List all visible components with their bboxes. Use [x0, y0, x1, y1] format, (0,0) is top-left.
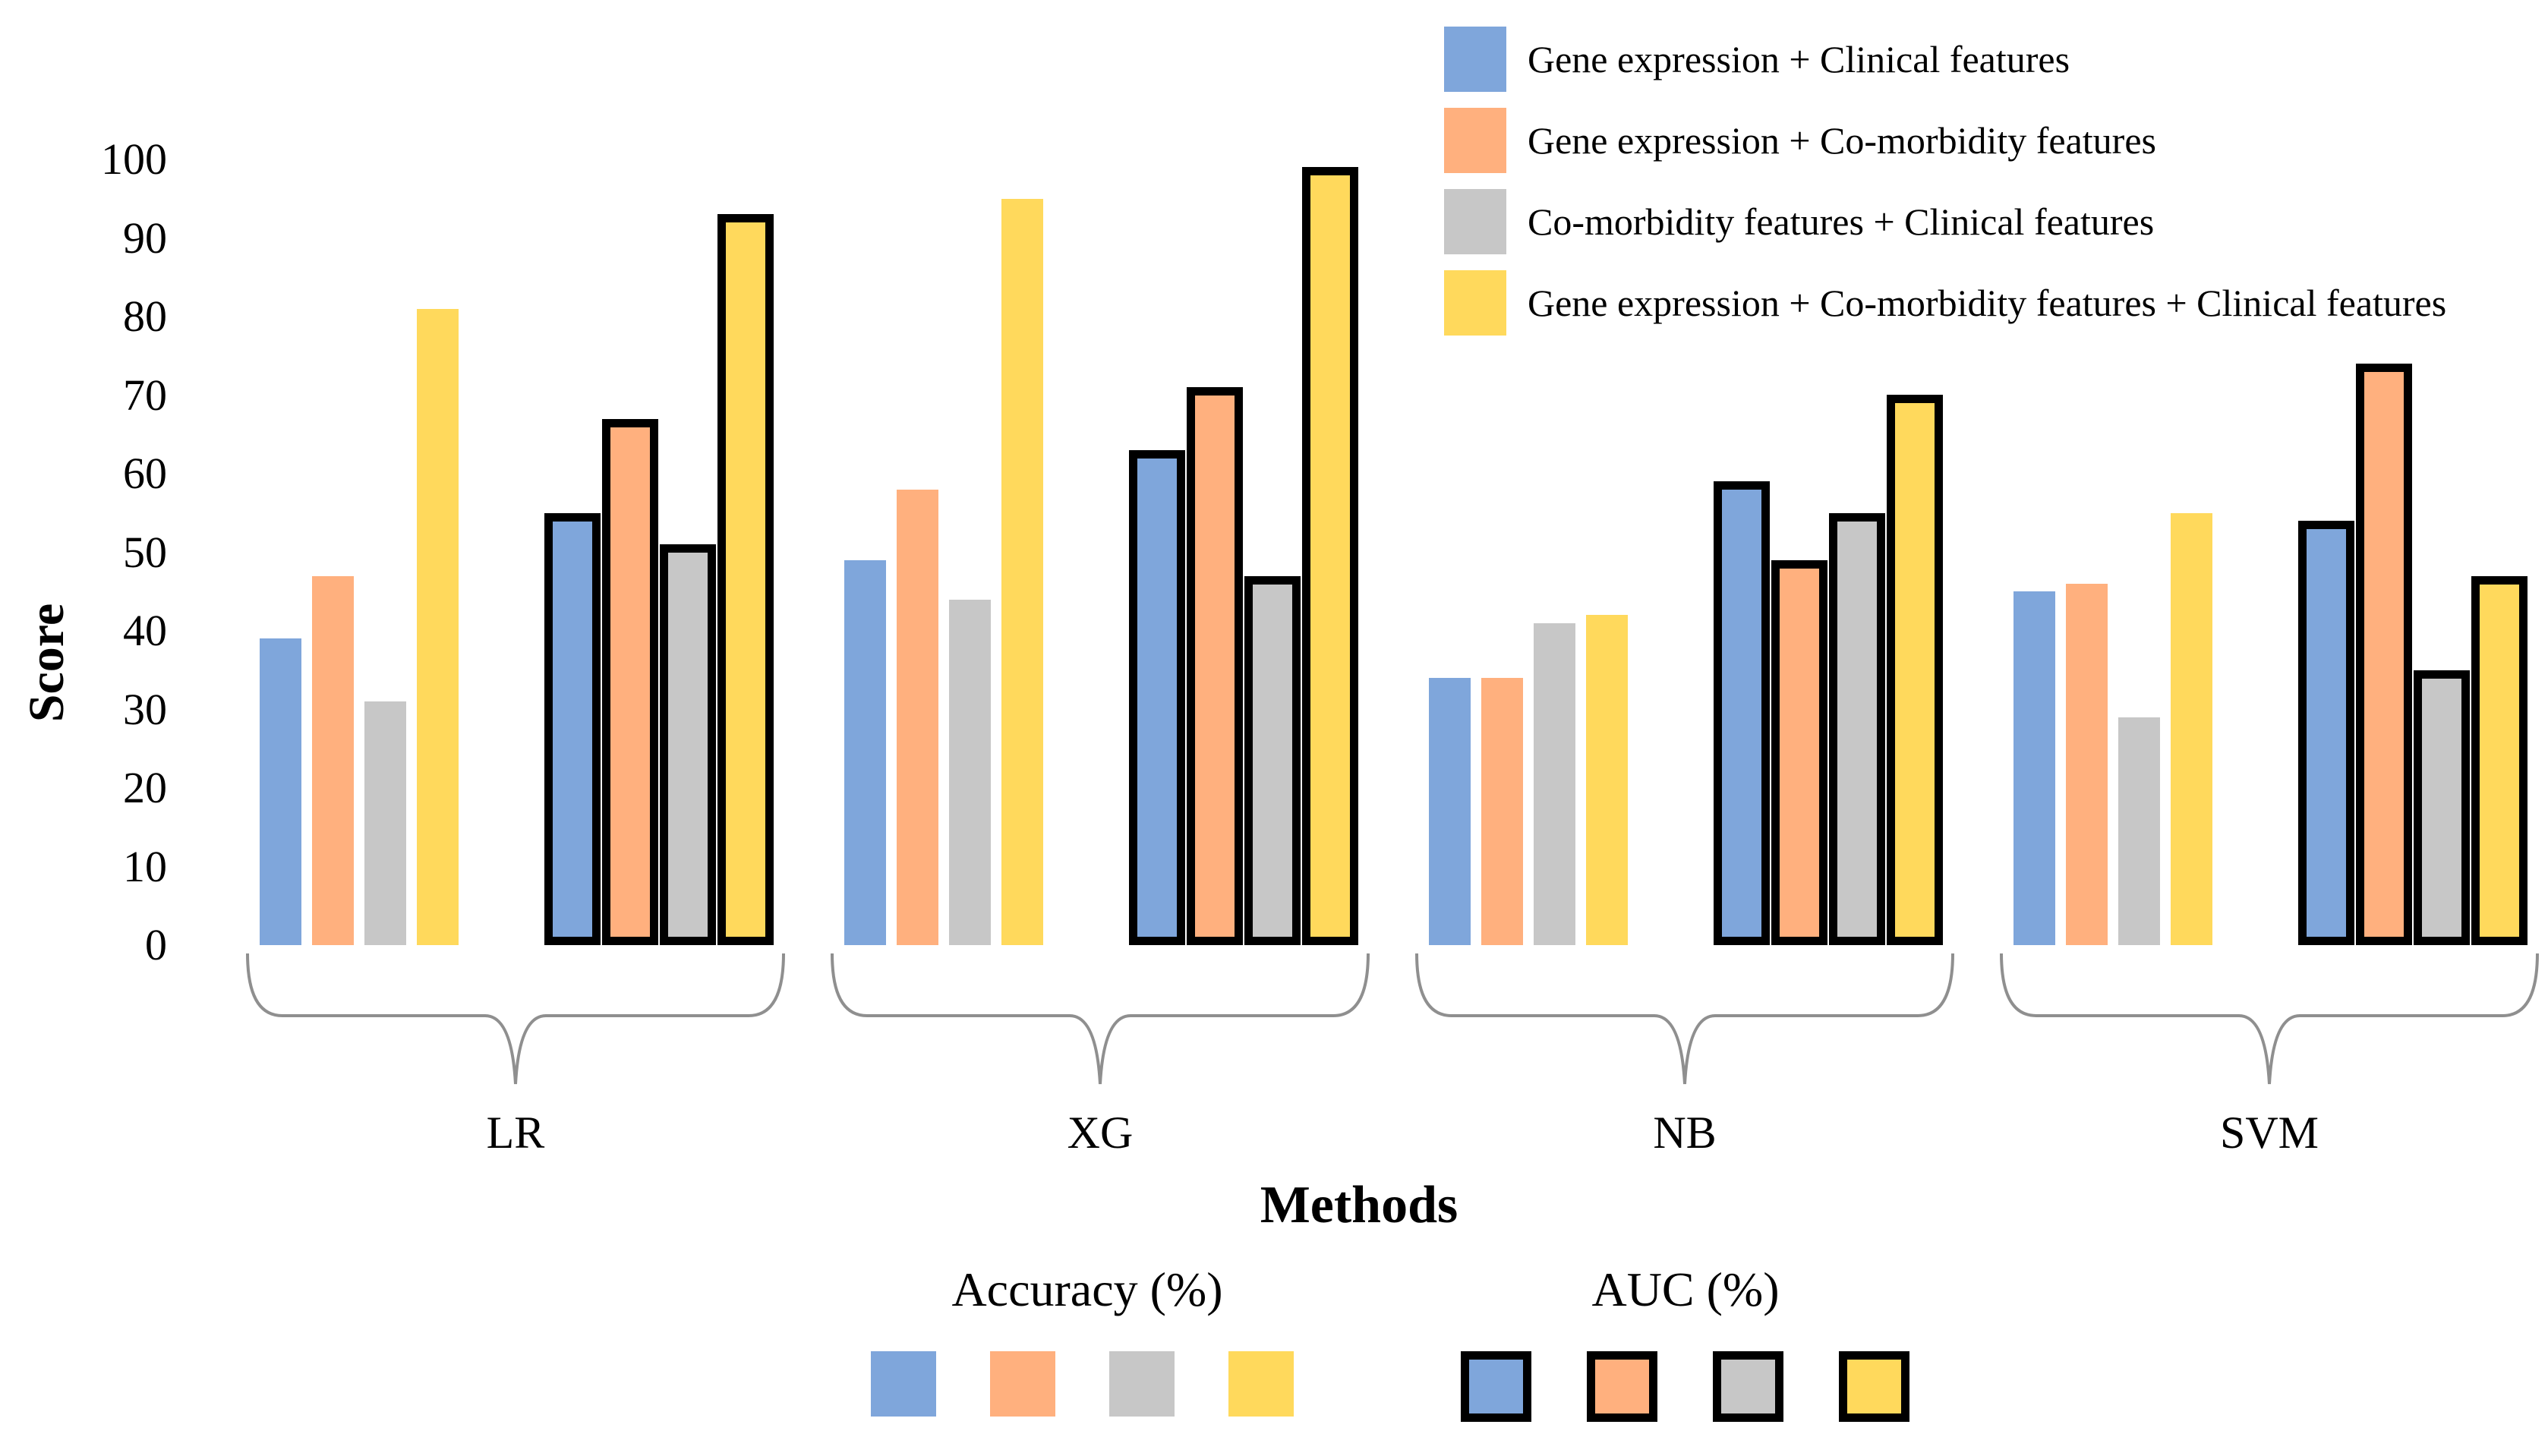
accuracy-bar-lr [417, 309, 459, 945]
auc-swatch [1839, 1351, 1909, 1422]
accuracy-swatch [1109, 1351, 1175, 1417]
auc-swatch [1461, 1351, 1531, 1422]
y-tick-label: 80 [123, 292, 167, 341]
auc-swatch [1587, 1351, 1657, 1422]
auc-bar-svm [2298, 521, 2354, 945]
y-axis-title: Score [19, 603, 74, 723]
category-label-xg: XG [1067, 1108, 1134, 1158]
legend-label: Gene expression + Co-morbidity features [1528, 119, 2156, 162]
auc-bar-xg [1187, 387, 1243, 945]
y-tick-label: 70 [123, 370, 167, 420]
y-tick-label: 20 [123, 763, 167, 812]
y-tick-label: 0 [145, 920, 167, 969]
accuracy-swatch [990, 1351, 1055, 1417]
auc-bar-lr [544, 513, 601, 945]
accuracy-bar-xg [844, 560, 886, 945]
y-tick-label: 40 [123, 606, 167, 655]
accuracy-bar-xg [897, 490, 938, 945]
auc-bar-nb [1771, 560, 1827, 945]
brace-nb [1415, 953, 1954, 1085]
auc-bar-lr [717, 214, 774, 945]
y-tick-label: 50 [123, 527, 167, 577]
brace-xg [831, 953, 1370, 1085]
accuracy-bar-nb [1481, 678, 1523, 945]
auc-bar-xg [1244, 576, 1301, 945]
auc-bar-lr [660, 544, 716, 945]
auc-legend-title: AUC (%) [1591, 1262, 1780, 1316]
legend-item: Co-morbidity features + Clinical feature… [1444, 189, 2154, 254]
category-label-lr: LR [486, 1108, 545, 1158]
legend-item: Gene expression + Co-morbidity features … [1444, 270, 2446, 336]
accuracy-bar-lr [364, 701, 406, 945]
auc-bar-svm [2471, 576, 2528, 945]
y-tick-label: 90 [123, 213, 167, 263]
accuracy-bar-svm [2118, 717, 2160, 945]
accuracy-swatch [871, 1351, 936, 1417]
auc-bar-nb [1829, 513, 1885, 945]
accuracy-bar-lr [260, 638, 301, 945]
legend-swatch [1444, 108, 1506, 173]
y-tick-label: 100 [101, 134, 167, 184]
auc-bar-nb [1887, 395, 1943, 945]
category-label-nb: NB [1653, 1108, 1717, 1158]
accuracy-bar-svm [2171, 513, 2212, 945]
brace-lr [246, 953, 785, 1085]
legend-swatch [1444, 189, 1506, 254]
legend-label: Gene expression + Co-morbidity features … [1528, 282, 2447, 324]
legend-item: Gene expression + Co-morbidity features [1444, 108, 2156, 173]
category-label-svm: SVM [2219, 1108, 2319, 1158]
accuracy-bar-nb [1534, 623, 1575, 945]
auc-bar-nb [1714, 481, 1770, 945]
legend-swatch [1444, 270, 1506, 336]
auc-bar-xg [1129, 450, 1185, 945]
accuracy-bar-svm [2013, 591, 2055, 945]
accuracy-swatch [1228, 1351, 1294, 1417]
accuracy-bar-nb [1429, 678, 1471, 945]
legend-label: Gene expression + Clinical features [1528, 38, 2070, 80]
auc-swatch [1713, 1351, 1783, 1422]
legend-item: Gene expression + Clinical features [1444, 27, 2070, 92]
y-tick-label: 30 [123, 684, 167, 734]
accuracy-legend-title: Accuracy (%) [951, 1262, 1223, 1316]
auc-bar-lr [602, 419, 658, 945]
accuracy-bar-lr [312, 576, 354, 945]
auc-legend-swatches [1461, 1351, 1909, 1422]
auc-bar-svm [2356, 364, 2412, 945]
x-axis-title: Methods [1260, 1176, 1458, 1234]
auc-bar-svm [2414, 670, 2470, 945]
accuracy-bar-xg [949, 600, 991, 945]
y-tick-label: 60 [123, 449, 167, 498]
auc-bar-xg [1302, 167, 1358, 945]
accuracy-bar-nb [1586, 615, 1628, 945]
legend-label: Co-morbidity features + Clinical feature… [1528, 200, 2155, 243]
accuracy-legend-swatches [871, 1351, 1294, 1417]
legend-swatch [1444, 27, 1506, 92]
y-tick-label: 10 [123, 841, 167, 891]
brace-svm [2000, 953, 2539, 1085]
accuracy-bar-xg [1001, 199, 1043, 945]
accuracy-bar-svm [2066, 584, 2108, 945]
